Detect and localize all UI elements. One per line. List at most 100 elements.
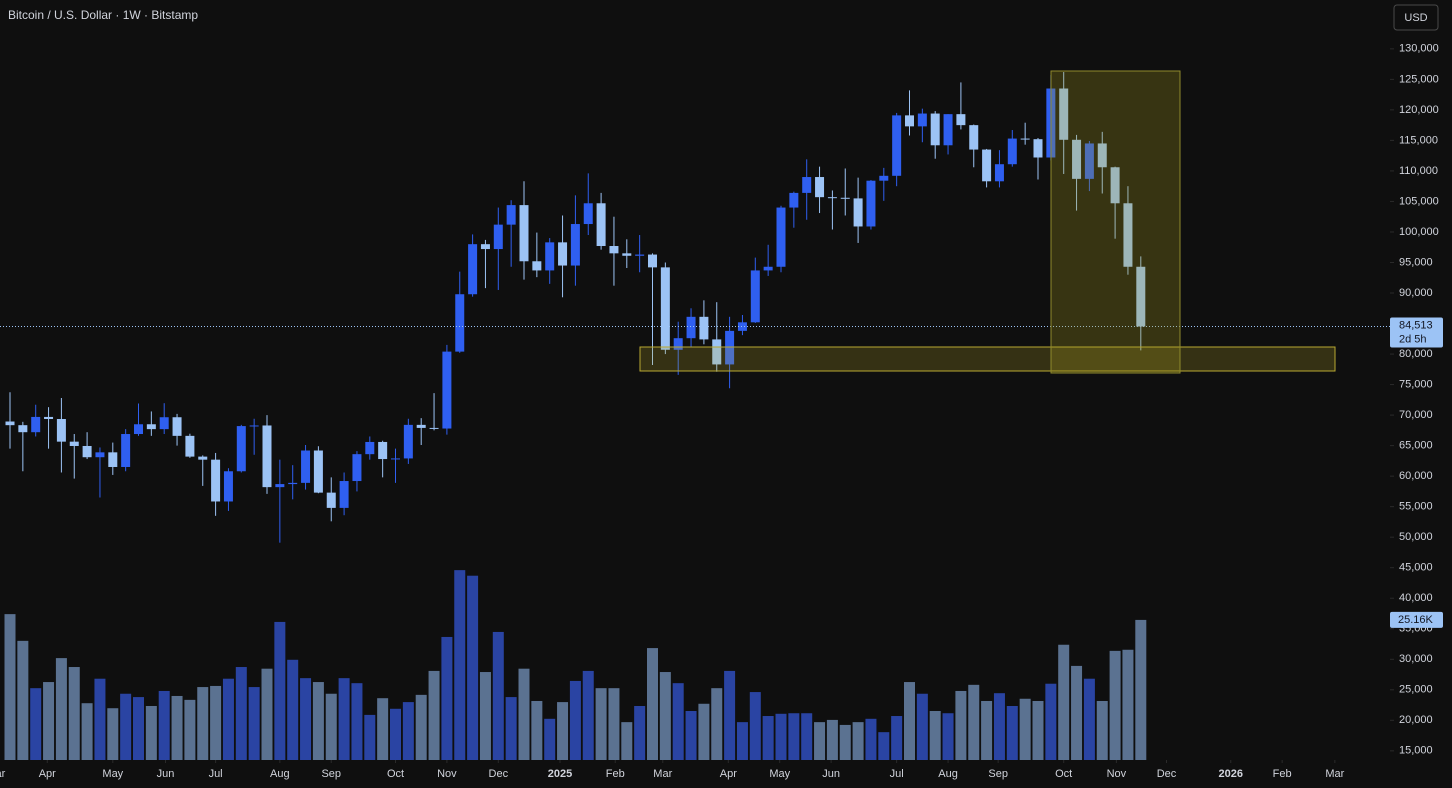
- x-tick-label: Sep: [988, 768, 1008, 780]
- candle-body: [840, 197, 850, 199]
- volume-bar: [1135, 619, 1147, 760]
- candle-body: [211, 459, 221, 502]
- candle-body: [815, 177, 825, 198]
- candle-body: [326, 492, 336, 508]
- candle-body: [1020, 138, 1030, 140]
- volume-bar: [467, 575, 479, 760]
- candle-body: [146, 424, 156, 430]
- volume-bar: [377, 698, 389, 760]
- y-tick-label: 60,000: [1399, 470, 1433, 482]
- volume-bar: [518, 668, 530, 760]
- volume-bar: [4, 614, 16, 760]
- candle-body: [468, 244, 478, 295]
- volume-bar: [287, 659, 299, 760]
- candle-body: [44, 416, 54, 420]
- x-tick-label: Jun: [822, 768, 840, 780]
- candle-body: [1136, 266, 1146, 327]
- candle-body: [622, 253, 632, 256]
- volume-bar: [916, 693, 928, 760]
- y-tick-label: 40,000: [1399, 592, 1433, 604]
- volume-bar: [929, 711, 941, 760]
- volume-bar: [749, 692, 761, 760]
- x-tick-label: Mar: [1325, 768, 1344, 780]
- candle-body: [956, 114, 966, 126]
- candle-body: [673, 338, 683, 350]
- x-tick-label: Nov: [437, 768, 457, 780]
- x-tick-label: 2025: [548, 768, 572, 780]
- candle-body: [391, 458, 400, 460]
- y-tick-label: 105,000: [1399, 195, 1439, 207]
- candle-body: [917, 113, 927, 127]
- support-zone[interactable]: [639, 346, 1336, 372]
- candle-body: [5, 421, 15, 426]
- candle-body: [596, 203, 606, 247]
- candle-body: [712, 339, 722, 365]
- candle-body: [982, 149, 992, 182]
- y-tick-label: 110,000: [1399, 165, 1438, 177]
- volume-bar: [788, 713, 800, 760]
- candle-body: [262, 425, 272, 488]
- candle-body: [866, 180, 876, 227]
- volume-bar: [724, 670, 736, 760]
- x-tick-label: Aug: [270, 768, 290, 780]
- y-tick-label: 120,000: [1399, 104, 1439, 116]
- volume-bar: [390, 708, 401, 760]
- x-tick-label: Apr: [39, 768, 56, 780]
- candle-body: [313, 450, 323, 493]
- currency-label[interactable]: USD: [1404, 12, 1427, 24]
- candle-body: [223, 471, 233, 502]
- candle-body: [725, 330, 735, 365]
- volume-bar: [325, 693, 337, 760]
- candle-body: [134, 424, 143, 435]
- x-tick-label: Mar: [0, 768, 6, 780]
- y-tick-label: 125,000: [1399, 73, 1439, 85]
- y-tick-label: 70,000: [1399, 409, 1433, 421]
- candle-body: [660, 267, 670, 350]
- countdown-label: 2d 5h: [1399, 333, 1427, 345]
- volume-bar: [120, 693, 132, 760]
- volume-bar: [1019, 698, 1031, 760]
- candle-body: [686, 316, 696, 339]
- candle-body: [570, 224, 580, 266]
- volume-bar: [94, 678, 106, 760]
- x-tick-label: Mar: [653, 768, 672, 780]
- candle-body: [403, 424, 413, 459]
- candle-body: [18, 425, 28, 433]
- range-box[interactable]: [1050, 70, 1181, 374]
- x-tick-label: Oct: [1055, 768, 1072, 780]
- volume-bar: [698, 703, 710, 760]
- last-price-label: 84,513: [1399, 319, 1433, 331]
- candle-body: [1072, 139, 1082, 179]
- x-tick-label: Oct: [387, 768, 404, 780]
- y-tick-label: 75,000: [1399, 378, 1433, 390]
- volume-bar: [43, 682, 55, 760]
- volume-bar: [1083, 678, 1095, 760]
- x-tick-label: Aug: [938, 768, 958, 780]
- volume-bar: [608, 688, 620, 760]
- x-tick-label: Sep: [321, 768, 341, 780]
- candle-body: [172, 417, 182, 436]
- y-tick-label: 80,000: [1399, 348, 1433, 360]
- volume-bar: [647, 648, 658, 760]
- candle-body: [943, 114, 953, 146]
- candle-body: [236, 426, 246, 472]
- candle-body: [750, 270, 760, 323]
- volume-bar: [197, 687, 209, 760]
- volume-bar: [184, 699, 196, 760]
- volume-bar: [441, 636, 453, 760]
- candle-body: [558, 242, 568, 266]
- volume-bar: [711, 688, 723, 760]
- volume-bar: [814, 722, 826, 760]
- candle-body: [994, 164, 1004, 182]
- candle-body: [365, 441, 375, 455]
- volume-bar: [621, 722, 633, 760]
- currency-button[interactable]: [1393, 4, 1439, 31]
- axis-tags: 84,513 2d 5h 25.16K: [1390, 317, 1443, 628]
- candle-body: [455, 294, 465, 352]
- volume-bar: [81, 703, 93, 760]
- volume-bar: [672, 683, 684, 760]
- candle-body: [776, 207, 786, 267]
- volume-bar: [210, 685, 222, 760]
